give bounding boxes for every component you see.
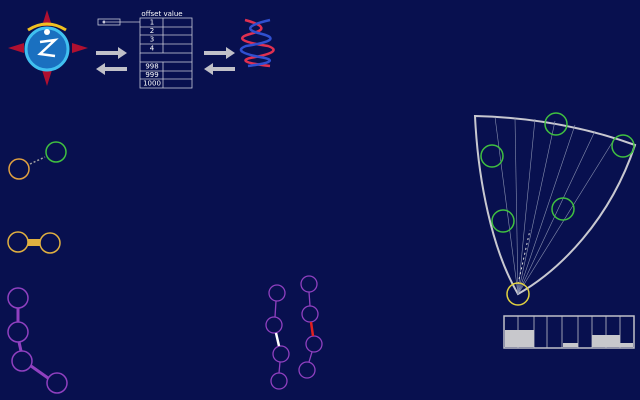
table-cell: 4 — [150, 45, 155, 53]
offset-table: offset value 1 2 3 4 998 999 1000 — [139, 10, 193, 89]
nodes-middle — [265, 275, 323, 390]
bar-panel — [503, 315, 635, 349]
compass-icon — [8, 10, 88, 86]
table-cell: 3 — [150, 36, 154, 44]
table-cell: 998 — [145, 63, 158, 71]
table-cell: 999 — [145, 71, 158, 79]
pointer-icon — [97, 18, 140, 26]
table-cell: 1 — [150, 19, 154, 27]
sensor-fan — [473, 112, 637, 306]
helix-icon — [239, 18, 275, 68]
table-cell: 2 — [150, 27, 154, 35]
table-cell: 1000 — [143, 80, 161, 88]
table-header: offset value — [141, 10, 182, 18]
nodes-left — [7, 141, 68, 394]
arrows — [96, 47, 235, 75]
